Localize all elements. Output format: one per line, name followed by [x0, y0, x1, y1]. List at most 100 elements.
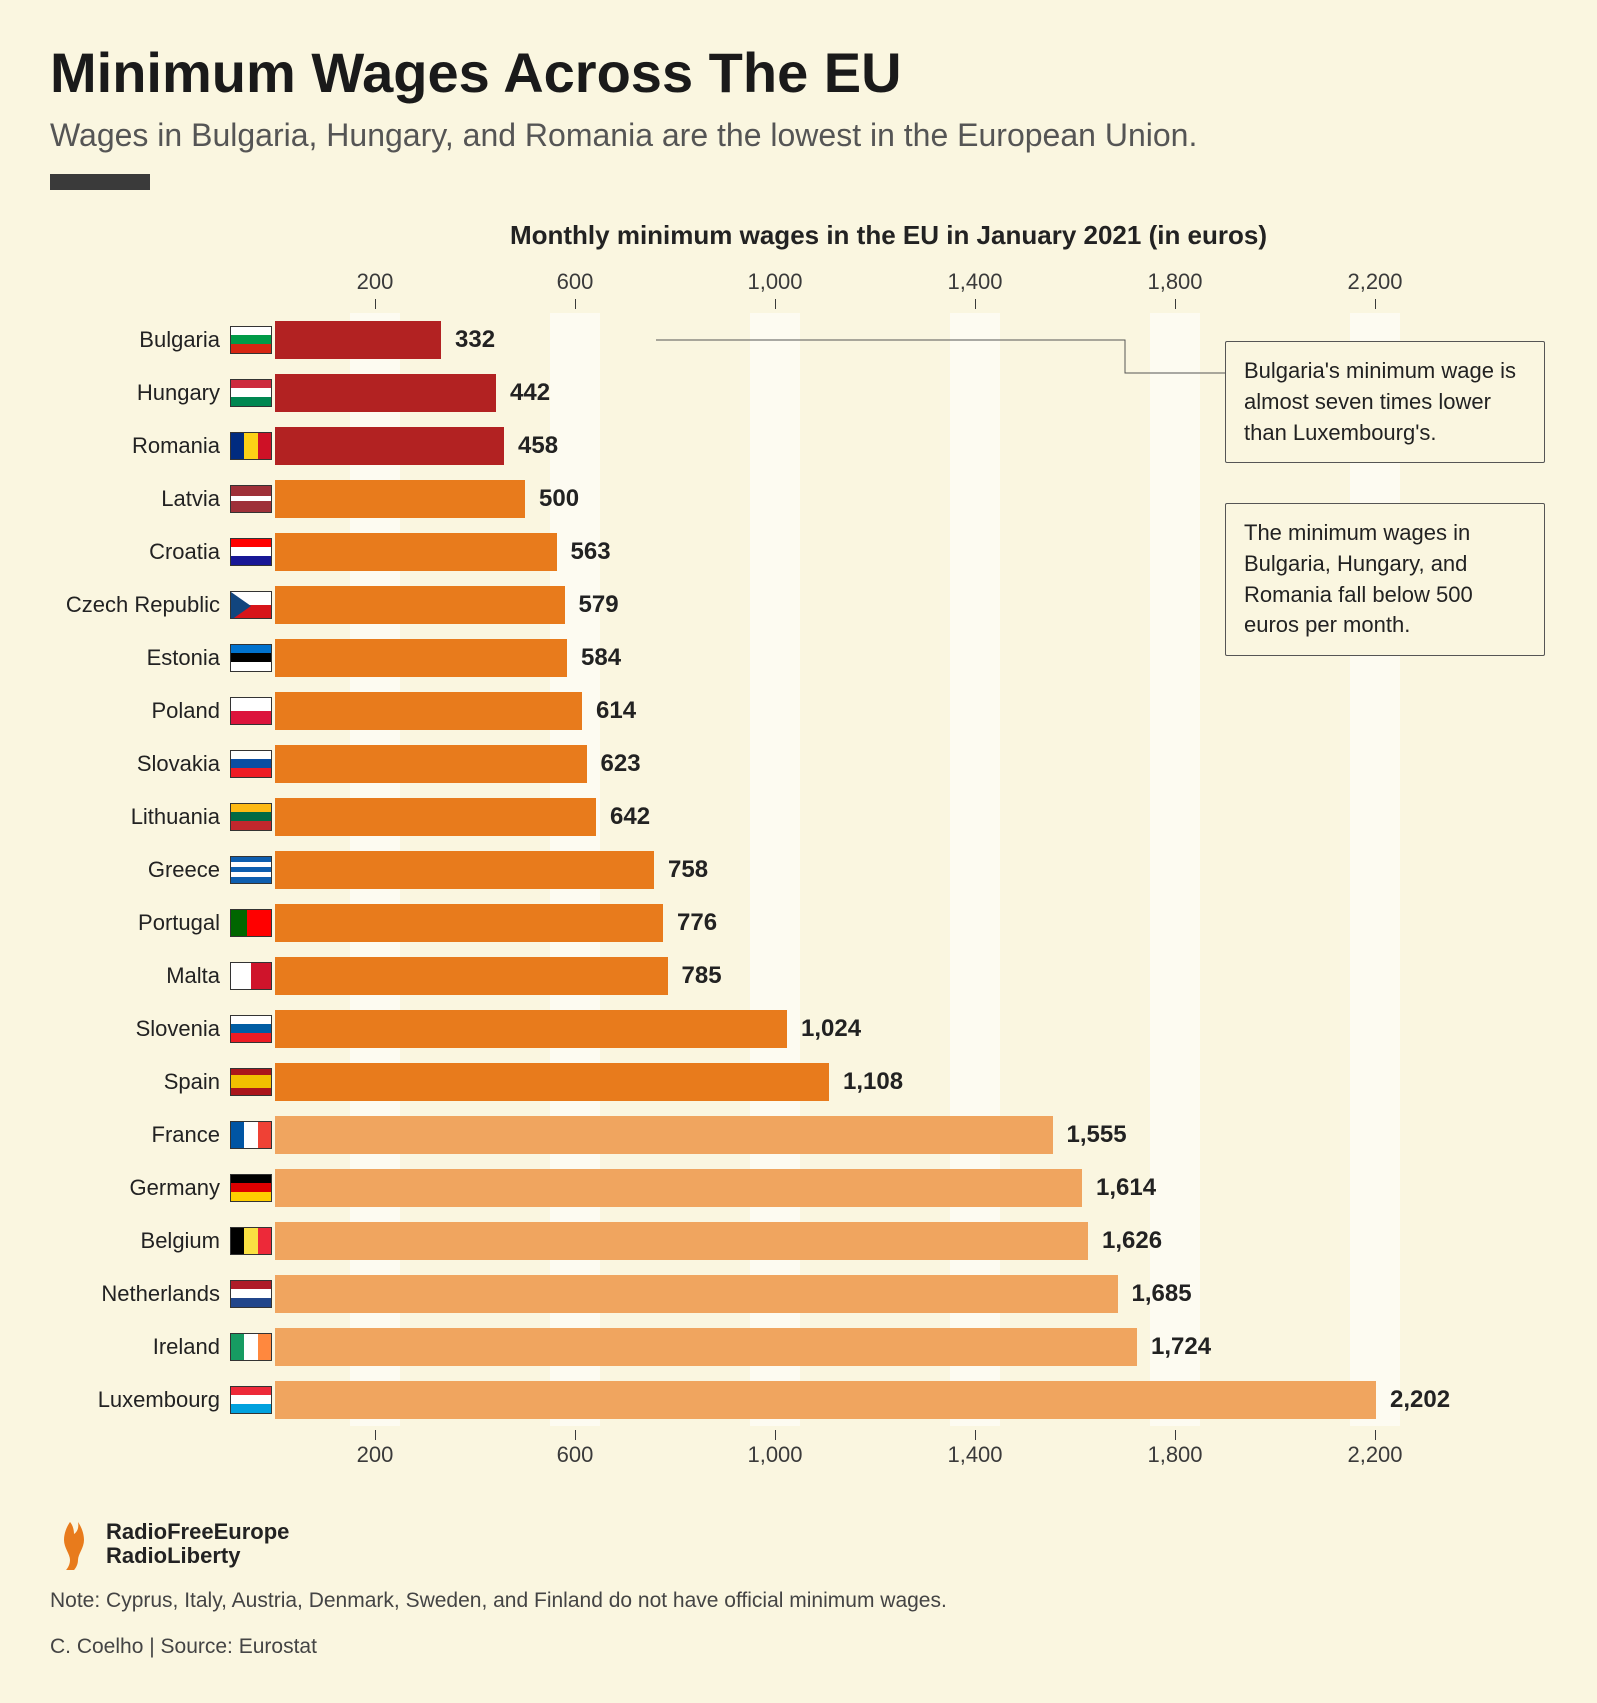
flag-icon	[230, 644, 272, 672]
row-label: Czech Republic	[60, 592, 230, 618]
axis-tick-label: 1,400	[947, 269, 1002, 295]
chart-row: Germany 1,614	[60, 1161, 1530, 1214]
chart-row: France 1,555	[60, 1108, 1530, 1161]
row-label: Estonia	[60, 645, 230, 671]
bar-value: 1,724	[1151, 1333, 1211, 1361]
axis-tick-label: 600	[557, 269, 594, 295]
annotation-box: The minimum wages in Bulgaria, Hungary, …	[1225, 503, 1545, 656]
bar	[275, 904, 663, 942]
flag-icon	[230, 1333, 272, 1361]
axis-tick-label: 200	[357, 269, 394, 295]
bar-value: 2,202	[1390, 1386, 1450, 1414]
bar	[275, 1010, 787, 1048]
page-subtitle: Wages in Bulgaria, Hungary, and Romania …	[50, 117, 1547, 154]
footer-credit: C. Coelho | Source: Eurostat	[50, 1630, 1547, 1664]
flag-icon	[230, 803, 272, 831]
row-label: Greece	[60, 857, 230, 883]
bar	[275, 1169, 1082, 1207]
row-label: Spain	[60, 1069, 230, 1095]
chart-row: Lithuania 642	[60, 790, 1530, 843]
bar-value: 442	[510, 379, 550, 407]
bar-value: 563	[571, 538, 611, 566]
bar-value: 332	[455, 326, 495, 354]
footer-note: Note: Cyprus, Italy, Austria, Denmark, S…	[50, 1584, 1547, 1618]
chart-row: Malta 785	[60, 949, 1530, 1002]
row-label: Ireland	[60, 1334, 230, 1360]
chart-row: Poland 614	[60, 684, 1530, 737]
bar	[275, 639, 567, 677]
bar	[275, 374, 496, 412]
flag-icon	[230, 538, 272, 566]
bar-value: 776	[677, 909, 717, 937]
annotation-box: Bulgaria's minimum wage is almost seven …	[1225, 341, 1545, 463]
flag-icon	[230, 1386, 272, 1414]
bar-value: 758	[668, 856, 708, 884]
bar	[275, 321, 441, 359]
bar-value: 1,555	[1067, 1121, 1127, 1149]
brand-logo: RadioFreeEurope RadioLiberty	[50, 1516, 289, 1572]
flag-icon	[230, 1068, 272, 1096]
bar-value: 623	[601, 750, 641, 778]
flag-icon	[230, 485, 272, 513]
flag-icon	[230, 326, 272, 354]
bar-value: 1,108	[843, 1068, 903, 1096]
row-label: Netherlands	[60, 1281, 230, 1307]
bar-value: 1,614	[1096, 1174, 1156, 1202]
bar	[275, 480, 525, 518]
chart-row: Ireland 1,724	[60, 1320, 1530, 1373]
flag-icon	[230, 591, 272, 619]
page-title: Minimum Wages Across The EU	[50, 40, 1547, 105]
bar	[275, 692, 582, 730]
flag-icon	[230, 379, 272, 407]
chart-row: Slovenia1,024	[60, 1002, 1530, 1055]
axis-tick-label: 1,000	[747, 1442, 802, 1468]
bar	[275, 1275, 1118, 1313]
chart-row: Spain 1,108	[60, 1055, 1530, 1108]
bar-value: 458	[518, 432, 558, 460]
bar-value: 584	[581, 644, 621, 672]
axis-tick-label: 2,200	[1347, 269, 1402, 295]
bar-value: 614	[596, 697, 636, 725]
brand-line1: RadioFreeEurope	[106, 1520, 289, 1544]
axis-tick-label: 1,400	[947, 1442, 1002, 1468]
chart-rows: Bulgaria332Hungary442Romania458Latvia500…	[60, 313, 1530, 1426]
chart-row: Slovakia623	[60, 737, 1530, 790]
flag-icon	[230, 1280, 272, 1308]
chart-title: Monthly minimum wages in the EU in Janua…	[230, 220, 1547, 251]
brand-line2: RadioLiberty	[106, 1544, 289, 1568]
axis-tick-label: 1,000	[747, 269, 802, 295]
chart-row: Belgium1,626	[60, 1214, 1530, 1267]
chart: 2006001,0001,4001,8002,200 Bulgaria332Hu…	[60, 263, 1530, 1476]
bar	[275, 586, 565, 624]
row-label: Malta	[60, 963, 230, 989]
torch-icon	[50, 1516, 96, 1572]
row-label: Poland	[60, 698, 230, 724]
axis-bottom: 2006001,0001,4001,8002,200	[275, 1436, 1475, 1476]
row-label: Hungary	[60, 380, 230, 406]
flag-icon	[230, 697, 272, 725]
row-label: France	[60, 1122, 230, 1148]
row-label: Germany	[60, 1175, 230, 1201]
row-label: Lithuania	[60, 804, 230, 830]
row-label: Slovenia	[60, 1016, 230, 1042]
chart-row: Greece 758	[60, 843, 1530, 896]
bar	[275, 1116, 1053, 1154]
chart-row: Portugal 776	[60, 896, 1530, 949]
flag-icon	[230, 750, 272, 778]
bar	[275, 1328, 1137, 1366]
chart-row: Luxembourg 2,202	[60, 1373, 1530, 1426]
flag-icon	[230, 1227, 272, 1255]
row-label: Portugal	[60, 910, 230, 936]
flag-icon	[230, 1015, 272, 1043]
flag-icon	[230, 856, 272, 884]
bar-value: 642	[610, 803, 650, 831]
axis-top: 2006001,0001,4001,8002,200	[275, 263, 1475, 303]
axis-tick-label: 1,800	[1147, 1442, 1202, 1468]
bar	[275, 745, 587, 783]
accent-bar	[50, 174, 150, 190]
bar	[275, 1381, 1376, 1419]
bar	[275, 1063, 829, 1101]
bar-value: 785	[682, 962, 722, 990]
chart-row: Netherlands1,685	[60, 1267, 1530, 1320]
row-label: Luxembourg	[60, 1387, 230, 1413]
